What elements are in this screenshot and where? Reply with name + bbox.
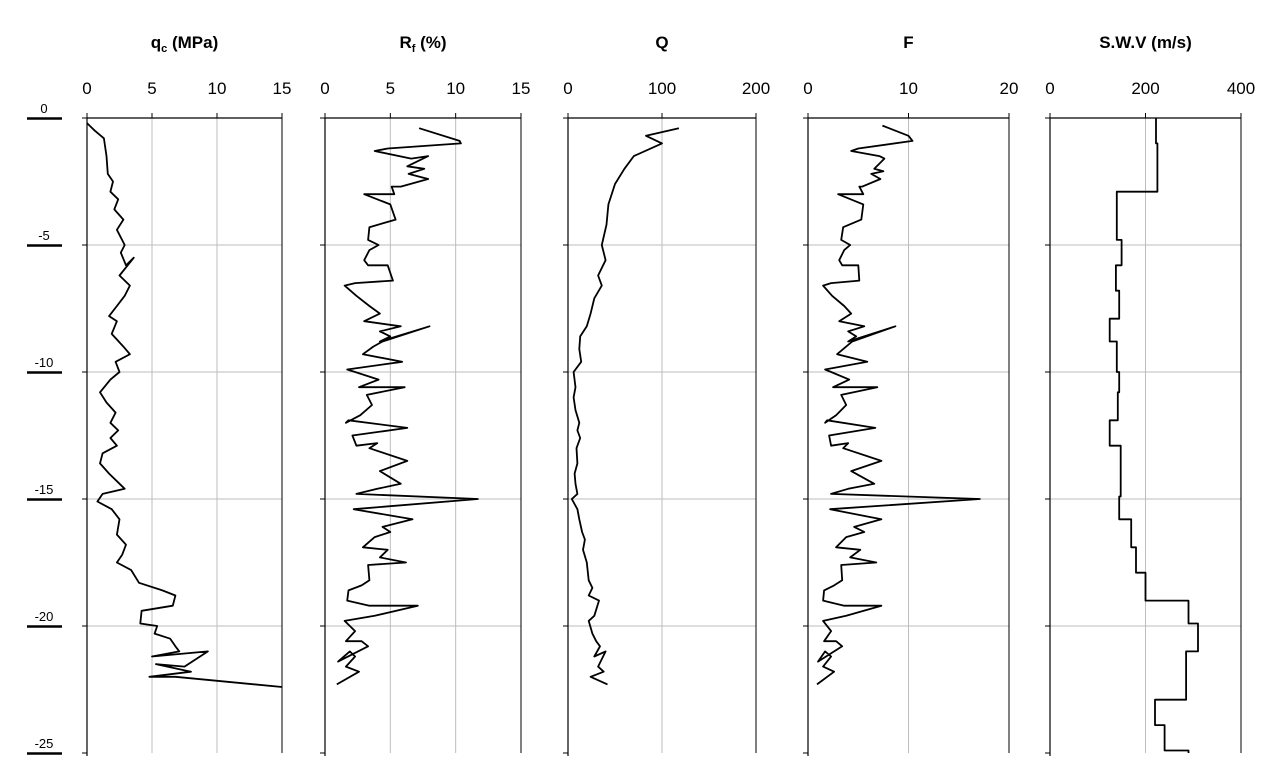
depth-tick-label: -20 xyxy=(35,609,54,624)
panel-title-units: (%) xyxy=(415,33,446,52)
rf-profile-line xyxy=(336,127,479,686)
panel-title: S.W.V (m/s) xyxy=(1099,33,1192,52)
depth-tick-label: -15 xyxy=(35,482,54,497)
x-tick-label: 15 xyxy=(273,79,292,98)
x-tick-label: 5 xyxy=(147,79,156,98)
depth-tick-label: -5 xyxy=(38,228,50,243)
Q-profile-line xyxy=(570,127,680,686)
x-tick-label: 200 xyxy=(1131,79,1159,98)
panel-title: F xyxy=(903,33,913,52)
x-tick-label: 10 xyxy=(899,79,918,98)
panel-title: Rf (%) xyxy=(399,33,446,55)
panel-title-subscript: f xyxy=(412,43,416,55)
x-tick-label: 100 xyxy=(648,79,676,98)
panel-swv: 0 200 400 S.W.V (m/s) xyxy=(1045,33,1255,756)
panel-title: qc (MPa) xyxy=(151,33,219,55)
x-tick-label: 15 xyxy=(512,79,531,98)
panel-title-units: (MPa) xyxy=(167,33,218,52)
panel-title-subscript: c xyxy=(161,43,167,55)
x-tick-label: 400 xyxy=(1227,79,1255,98)
panel-title-main: R xyxy=(399,33,411,52)
panel-title-main: S.W.V (m/s) xyxy=(1099,33,1192,52)
x-tick-label: 5 xyxy=(386,79,395,98)
x-tick-label: 0 xyxy=(82,79,91,98)
panel-rf: 0 5 10 15 Rf (%) xyxy=(320,33,530,756)
x-tick-label: 0 xyxy=(1045,79,1054,98)
qc-profile-line xyxy=(86,122,283,688)
panel-title-main: q xyxy=(151,33,161,52)
depth-tick-label: -10 xyxy=(35,355,54,370)
swv-profile-line xyxy=(1108,118,1199,753)
F-profile-line xyxy=(816,124,981,686)
panel-F: 0 10 20 F xyxy=(803,33,1018,756)
x-tick-label: 0 xyxy=(563,79,572,98)
profile-panels: 0 5 10 15 qc (MPa) 0 5 10 15 Rf (%) 0 100 200 Q 0 10 20 F… xyxy=(82,33,1255,756)
depth-axis: 0 -5 -10 -15 -20 -25 xyxy=(27,101,62,755)
x-tick-label: 0 xyxy=(803,79,812,98)
panel-qc: 0 5 10 15 qc (MPa) xyxy=(82,33,291,756)
panel-title: Q xyxy=(655,33,668,52)
depth-tick-label: -25 xyxy=(35,736,54,751)
panel-title-main: Q xyxy=(655,33,668,52)
x-tick-label: 200 xyxy=(742,79,770,98)
x-tick-label: 10 xyxy=(446,79,465,98)
panel-title-main: F xyxy=(903,33,913,52)
depth-tick-label: 0 xyxy=(40,101,47,116)
x-tick-label: 20 xyxy=(1000,79,1019,98)
panel-Q: 0 100 200 Q xyxy=(563,33,770,756)
x-tick-label: 0 xyxy=(320,79,329,98)
x-tick-label: 10 xyxy=(208,79,227,98)
